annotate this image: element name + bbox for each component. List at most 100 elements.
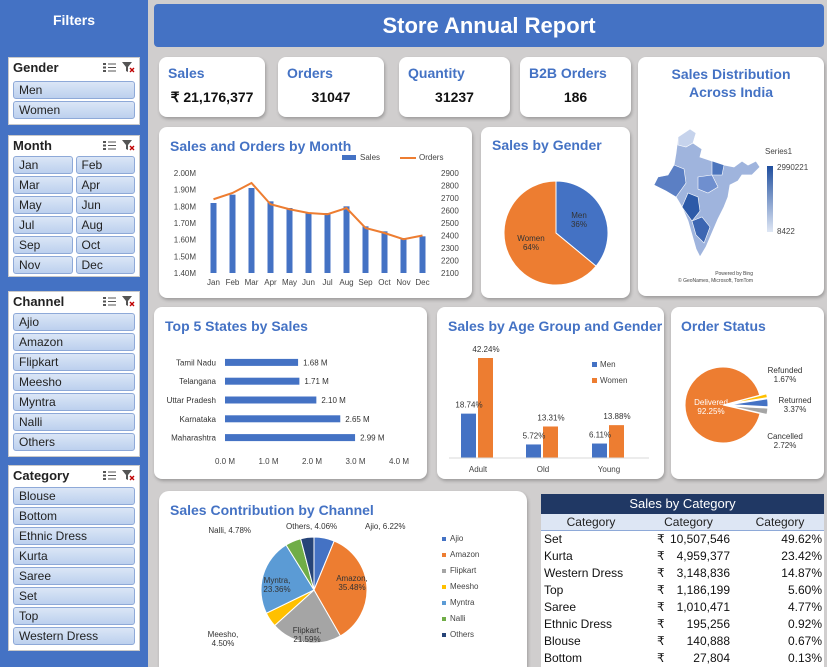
pie-slice-women[interactable] xyxy=(503,180,597,286)
legend-women-swatch xyxy=(592,378,597,383)
pie-slice-returned[interactable] xyxy=(729,398,769,408)
slicer-item-others[interactable]: Others xyxy=(13,433,135,451)
state-bar[interactable] xyxy=(225,415,341,423)
multi-select-icon[interactable] xyxy=(103,140,116,151)
sales-bar[interactable] xyxy=(267,201,274,273)
state-value-label: 1.71 M xyxy=(304,377,329,386)
gender-pie-chart[interactable]: Men 36% Women 64% xyxy=(481,127,630,298)
sales-bar[interactable] xyxy=(343,206,350,273)
x-tick: Nov xyxy=(396,278,410,287)
x-tick: Oct xyxy=(378,278,391,287)
age-bar-men[interactable] xyxy=(592,443,607,458)
state-bar[interactable] xyxy=(225,434,356,442)
y-tick-right: 2200 xyxy=(441,257,459,266)
slicer-item-dec[interactable]: Dec xyxy=(75,256,135,274)
slicer-item-blouse[interactable]: Blouse xyxy=(13,487,135,505)
currency-symbol: ₹ xyxy=(657,651,665,665)
age-bar-women[interactable] xyxy=(609,425,624,458)
currency-symbol: ₹ xyxy=(657,634,665,648)
slicer-item-flipkart[interactable]: Flipkart xyxy=(13,353,135,371)
slicer-item-bottom[interactable]: Bottom xyxy=(13,507,135,525)
slicer-item-aug[interactable]: Aug xyxy=(75,216,135,234)
slicer-item-amazon[interactable]: Amazon xyxy=(13,333,135,351)
clear-filter-icon[interactable] xyxy=(122,61,135,73)
sales-bar[interactable] xyxy=(229,194,236,273)
sales-bar[interactable] xyxy=(381,231,388,273)
channel-pie-chart[interactable]: Ajio, 6.22% Amazon, 35.48% Flipkart, 21.59% M… xyxy=(159,491,527,667)
slicer-item-western-dress[interactable]: Western Dress xyxy=(13,627,135,645)
slicer-item-men[interactable]: Men xyxy=(13,81,135,99)
x-tick: Dec xyxy=(415,278,429,287)
monthly-chart-title: Sales and Orders by Month xyxy=(170,138,352,154)
sales-bar[interactable] xyxy=(400,238,407,273)
pie-slice-cancelled[interactable] xyxy=(729,405,769,416)
category-share: 5.60% xyxy=(787,583,822,597)
age-bar-men[interactable] xyxy=(526,444,541,458)
pie-slice-delivered[interactable] xyxy=(684,366,761,444)
slicer-item-meesho[interactable]: Meesho xyxy=(13,373,135,391)
slicer-item-kurta[interactable]: Kurta xyxy=(13,547,135,565)
slicer-item-apr[interactable]: Apr xyxy=(75,176,135,194)
pie-slice-flipkart[interactable] xyxy=(273,589,342,644)
sales-bar[interactable] xyxy=(324,213,331,273)
slicer-item-oct[interactable]: Oct xyxy=(75,236,135,254)
slicer-item-ajio[interactable]: Ajio xyxy=(13,313,135,331)
age-bar-men[interactable] xyxy=(461,413,476,458)
sales-bar[interactable] xyxy=(248,188,255,273)
states-bar-chart[interactable]: Tamil Nadu 1.68 M Telangana 1.71 M Uttar Pra… xyxy=(154,307,427,479)
slicer-item-women[interactable]: Women xyxy=(13,101,135,119)
clear-filter-icon[interactable] xyxy=(122,469,135,481)
kpi-label: Orders xyxy=(287,65,333,81)
slicer-item-may[interactable]: May xyxy=(13,196,73,214)
age-bar-chart[interactable]: 18.74% 42.24% Adult 5.72% 13.31% Old 6.11% 13.8… xyxy=(437,307,664,479)
india-map[interactable]: Series1 2990221 8422 Powered by Bing © G… xyxy=(638,57,824,296)
orders-line[interactable] xyxy=(213,181,423,241)
sales-bar[interactable] xyxy=(305,213,312,273)
slicer-item-nov[interactable]: Nov xyxy=(13,256,73,274)
pie-slice-myntra[interactable] xyxy=(260,544,315,614)
slicer-item-saree[interactable]: Saree xyxy=(13,567,135,585)
legend-swatch xyxy=(442,553,446,557)
x-tick: Sep xyxy=(358,278,373,287)
slicer-item-set[interactable]: Set xyxy=(13,587,135,605)
slicer-item-mar[interactable]: Mar xyxy=(13,176,73,194)
slicer-item-jul[interactable]: Jul xyxy=(13,216,73,234)
age-bar-women[interactable] xyxy=(543,426,558,458)
multi-select-icon[interactable] xyxy=(103,470,116,481)
sales-bar[interactable] xyxy=(210,203,217,273)
state-bar[interactable] xyxy=(225,377,300,385)
state-bar[interactable] xyxy=(225,358,299,366)
age-bar-women[interactable] xyxy=(478,358,493,458)
slicer-item-myntra[interactable]: Myntra xyxy=(13,393,135,411)
slicer-item-top[interactable]: Top xyxy=(13,607,135,625)
x-tick: 0.0 M xyxy=(215,457,235,466)
slicer-item-ethnic-dress[interactable]: Ethnic Dress xyxy=(13,527,135,545)
sales-bar[interactable] xyxy=(286,208,293,273)
states-chart-card: Top 5 States by Sales Tamil Nadu 1.68 M Te… xyxy=(154,307,427,479)
multi-select-icon[interactable] xyxy=(103,62,116,73)
clear-filter-icon[interactable] xyxy=(122,139,135,151)
pie-slice-refunded[interactable] xyxy=(729,393,768,405)
map-legend-bar xyxy=(767,166,773,232)
legend-orders: Orders xyxy=(419,153,443,162)
multi-select-icon[interactable] xyxy=(103,296,116,307)
pie-slice-others[interactable] xyxy=(300,536,315,591)
slicer-item-jun[interactable]: Jun xyxy=(75,196,135,214)
gender-label-men: Men 36% xyxy=(571,211,587,229)
slicer-item-sep[interactable]: Sep xyxy=(13,236,73,254)
category-name: Western Dress xyxy=(544,566,624,580)
state-label: Karnataka xyxy=(180,415,217,424)
clear-filter-icon[interactable] xyxy=(122,295,135,307)
monthly-chart[interactable]: 1.40M 1.50M 1.60M 1.70M 1.80M 1.90M 2.00M 2100 2… xyxy=(159,127,472,298)
status-pie-chart[interactable]: Delivered 92.25% Refunded 1.67% Returned 3.37… xyxy=(671,307,824,479)
sales-bar[interactable] xyxy=(419,236,426,273)
state-bar[interactable] xyxy=(225,396,317,404)
sales-bar[interactable] xyxy=(362,226,369,273)
category-name: Top xyxy=(544,583,564,597)
slicer-item-nalli[interactable]: Nalli xyxy=(13,413,135,431)
y-tick-left: 1.50M xyxy=(174,252,197,261)
slicer-item-feb[interactable]: Feb xyxy=(75,156,135,174)
pie-slice-men[interactable] xyxy=(555,180,609,267)
slicer-item-jan[interactable]: Jan xyxy=(13,156,73,174)
kpi-value: 31047 xyxy=(311,89,351,105)
